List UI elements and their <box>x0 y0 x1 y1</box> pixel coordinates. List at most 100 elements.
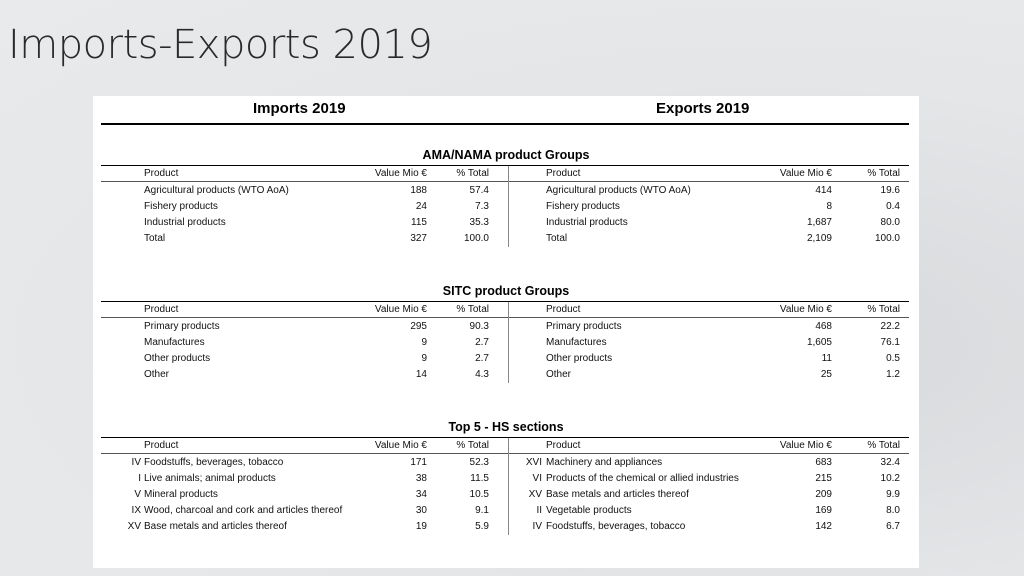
percent-total: 11.5 <box>470 473 489 484</box>
product-name: Base metals and articles thereof <box>144 521 287 532</box>
hs-section-number: IX <box>131 505 141 516</box>
value-mio-eur: 9 <box>421 353 427 364</box>
percent-total: 5.9 <box>475 521 489 532</box>
exports-heading: Exports 2019 <box>656 100 750 117</box>
value-mio-eur: 142 <box>815 521 832 532</box>
hs-section-number: VI <box>532 473 542 484</box>
header-value: Value Mio € <box>374 168 427 179</box>
imports-table: Product Value Mio €% Total IV Foodstuffs, b… <box>101 438 507 535</box>
column-divider <box>508 166 509 247</box>
table-row: IV Foodstuffs, beverages, tobacco 171 52.3 <box>101 455 507 471</box>
value-mio-eur: 1,687 <box>806 217 832 228</box>
value-mio-eur: 215 <box>815 473 832 484</box>
product-name: Total <box>546 233 568 244</box>
value-mio-eur: 1,605 <box>806 337 832 348</box>
value-mio-eur: 30 <box>415 505 427 516</box>
header-pct: % Total <box>867 304 900 315</box>
value-mio-eur: 169 <box>815 505 832 516</box>
section-header-rule <box>101 181 909 182</box>
percent-total: 19.6 <box>880 185 900 196</box>
percent-total: 52.3 <box>469 457 489 468</box>
hs-section-number: XVI <box>525 457 542 468</box>
table-row: XV Base metals and articles thereof 19 5.9 <box>101 519 507 535</box>
value-mio-eur: 25 <box>820 369 832 380</box>
header-value: Value Mio € <box>779 440 832 451</box>
header-product: Product <box>144 304 179 315</box>
table-row: IV Foodstuffs, beverages, tobacco 142 6.7 <box>509 519 909 535</box>
section-title: AMA/NAMA product Groups <box>422 148 590 162</box>
product-name: Manufactures <box>546 337 607 348</box>
header-product: Product <box>144 168 179 179</box>
value-mio-eur: 11 <box>821 353 832 364</box>
value-mio-eur: 2,109 <box>806 233 832 244</box>
value-mio-eur: 171 <box>410 457 427 468</box>
header-pct: % Total <box>456 304 489 315</box>
value-mio-eur: 9 <box>421 337 427 348</box>
column-divider <box>508 302 509 383</box>
imports-table: Product Value Mio € % Total Primary product… <box>101 302 507 383</box>
column-divider <box>508 438 509 535</box>
product-name: Vegetable products <box>546 505 632 516</box>
table-row: I Live animals; animal products 38 11.5 <box>101 471 507 487</box>
table-row: Fishery products 24 7.3 <box>101 199 507 215</box>
table-row: VI Products of the chemical or allied ind… <box>509 471 909 487</box>
table-row: Other 25 1.2 <box>509 367 909 383</box>
value-mio-eur: 19 <box>415 521 427 532</box>
table-header-row: Product Value Mio € % Total <box>101 438 507 454</box>
hs-section-number: I <box>138 473 141 484</box>
table-row: Industrial products 115 35.3 <box>101 215 507 231</box>
imports-table: Product Value Mio € % Total Agricultural pr… <box>101 166 507 247</box>
hs-section-number: II <box>536 505 542 516</box>
percent-total: 4.3 <box>475 369 489 380</box>
section-top-rule <box>101 301 909 302</box>
table-header-row: Product Value Mio € % Total <box>509 438 909 454</box>
percent-total: 2.7 <box>475 337 489 348</box>
table-row: Total 327 100.0 <box>101 231 507 247</box>
header-pct: % Total <box>456 440 489 451</box>
table-header-row: Product Value Mio € % Total <box>509 302 909 318</box>
product-name: Live animals; animal products <box>144 473 276 484</box>
table-section: AMA/NAMA product Groups Product Value Mio … <box>93 148 919 248</box>
percent-total: 10.2 <box>880 473 900 484</box>
hs-section-number: V <box>134 489 141 500</box>
percent-total: 6.7 <box>886 521 900 532</box>
table-row: XV Base metals and articles thereof 209 9.9 <box>509 487 909 503</box>
product-name: Fishery products <box>546 201 620 212</box>
percent-total: 80.0 <box>880 217 900 228</box>
table-row: IX Wood, charcoal and cork and articles t… <box>101 503 507 519</box>
hs-section-number: IV <box>532 521 542 532</box>
imports-heading: Imports 2019 <box>253 100 346 117</box>
table-row: Agricultural products (WTO AoA) 188 57.4 <box>101 183 507 199</box>
table-row: Primary products 468 22.2 <box>509 319 909 335</box>
section-title: Top 5 - HS sections <box>448 420 564 434</box>
product-name: Other <box>546 369 572 380</box>
product-name: Other products <box>144 353 211 364</box>
percent-total: 1.2 <box>886 369 900 380</box>
section-top-rule <box>101 165 909 166</box>
hs-section-number: IV <box>131 457 141 468</box>
product-name: Primary products <box>144 321 220 332</box>
product-name: Primary products <box>546 321 622 332</box>
percent-total: 90.3 <box>469 321 489 332</box>
value-mio-eur: 115 <box>411 217 427 228</box>
value-mio-eur: 327 <box>410 233 427 244</box>
value-mio-eur: 209 <box>815 489 832 500</box>
value-mio-eur: 414 <box>815 185 832 196</box>
slide-title: Imports-Exports 2019 <box>8 22 433 68</box>
product-name: Products of the chemical or allied indus… <box>546 473 739 484</box>
table-row: II Vegetable products 169 8.0 <box>509 503 909 519</box>
heading-rule <box>101 123 909 125</box>
product-name: Other products <box>546 353 613 364</box>
percent-total: 0.5 <box>886 353 900 364</box>
product-name: Fishery products <box>144 201 218 212</box>
value-mio-eur: 468 <box>815 321 832 332</box>
value-mio-eur: 24 <box>415 201 427 212</box>
product-name: Wood, charcoal and cork and articles the… <box>144 505 343 516</box>
percent-total: 7.3 <box>475 201 489 212</box>
percent-total: 2.7 <box>475 353 489 364</box>
side-headers: Imports 2019 Exports 2019 <box>93 100 919 125</box>
table-row: Industrial products 1,687 80.0 <box>509 215 909 231</box>
value-mio-eur: 683 <box>815 457 832 468</box>
value-mio-eur: 14 <box>415 369 427 380</box>
header-value: Value Mio € <box>374 304 427 315</box>
